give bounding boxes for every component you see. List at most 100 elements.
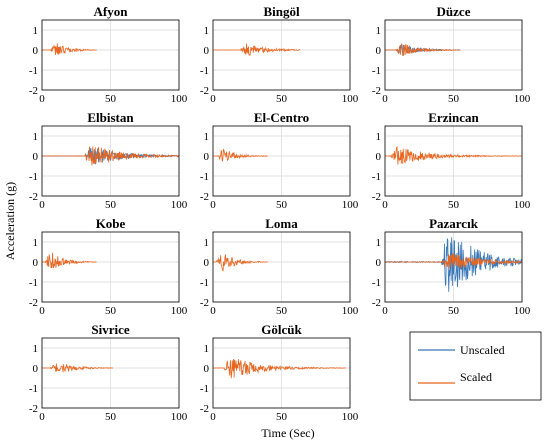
axes-frame (212, 125, 351, 197)
x-tick-label: 100 (171, 305, 188, 317)
series-scaled-line (213, 148, 268, 162)
legend-label-unscaled: Unscaled (460, 343, 505, 357)
y-tick-label: 1 (204, 25, 210, 37)
subplot-title: Sivrice (91, 322, 129, 337)
series-scaled-line (213, 254, 268, 272)
x-tick-label: 50 (276, 411, 288, 423)
y-tick-label: 0 (376, 257, 382, 269)
subplot: 0 50 100 -2 -1 0 1 Sivrice (29, 322, 188, 423)
y-tick-label: -1 (29, 277, 38, 289)
y-tick-label: -1 (372, 277, 381, 289)
y-tick-label: 1 (376, 25, 382, 37)
x-tick-label: 50 (276, 93, 288, 105)
series-scaled-line (385, 253, 522, 269)
y-tick-label: 0 (376, 151, 382, 163)
legend-box (409, 331, 542, 401)
axes-frame (212, 231, 351, 303)
y-tick-label: 0 (33, 151, 39, 163)
subplot-title: El-Centro (254, 110, 309, 125)
y-tick-label: 0 (33, 45, 39, 57)
y-tick-label: 0 (204, 151, 210, 163)
x-tick-label: 100 (342, 305, 359, 317)
x-tick-label: 0 (382, 305, 388, 317)
series-scaled-line (385, 145, 522, 165)
x-tick-label: 0 (210, 199, 216, 211)
x-tick-label: 0 (39, 93, 45, 105)
subplot: 0 50 100 -2 -1 0 1 Elbistan (29, 110, 188, 211)
subplot: 0 50 100 -2 -1 0 1 Pazarcık (372, 216, 531, 317)
x-tick-label: 100 (342, 93, 359, 105)
x-tick-label: 0 (210, 411, 216, 423)
y-tick-label: -1 (200, 65, 209, 77)
x-tick-label: 100 (514, 93, 531, 105)
y-tick-label: 0 (204, 363, 210, 375)
y-axis-label: Acceleration (g) (3, 182, 17, 260)
subplot-title: Bingöl (263, 4, 300, 19)
legend: Unscaled Scaled (409, 331, 542, 401)
y-tick-label: -2 (372, 297, 381, 309)
x-tick-label: 100 (171, 199, 188, 211)
legend-label-scaled: Scaled (460, 370, 492, 384)
y-tick-label: -1 (29, 65, 38, 77)
y-tick-label: 1 (33, 131, 39, 143)
x-tick-label: 0 (382, 93, 388, 105)
y-tick-label: 1 (204, 237, 210, 249)
x-tick-label: 100 (514, 305, 531, 317)
subplot: 0 50 100 -2 -1 0 1 Düzce (372, 4, 531, 105)
x-tick-label: 50 (105, 305, 117, 317)
y-tick-label: 1 (33, 25, 39, 37)
x-tick-label: 0 (39, 199, 45, 211)
y-tick-label: 1 (204, 131, 210, 143)
x-tick-label: 100 (342, 411, 359, 423)
subplot: 0 50 100 -2 -1 0 1 El-Centro (200, 110, 359, 211)
series-scaled-line (213, 43, 301, 57)
x-tick-label: 0 (39, 305, 45, 317)
axes-frame (41, 125, 180, 197)
x-tick-label: 50 (105, 411, 117, 423)
subplot-title: Erzincan (428, 110, 479, 125)
y-tick-label: -1 (29, 383, 38, 395)
y-tick-label: -1 (200, 171, 209, 183)
subplot-title: Kobe (96, 216, 126, 231)
subplot: 0 50 100 -2 -1 0 1 Loma (200, 216, 359, 317)
y-tick-label: -1 (372, 65, 381, 77)
axes-frame (384, 19, 523, 91)
x-tick-label: 50 (105, 199, 117, 211)
subplot: 0 50 100 -2 -1 0 1 Afyon (29, 4, 188, 105)
y-tick-label: 0 (204, 45, 210, 57)
series-scaled-line (385, 43, 461, 57)
subplot: 0 50 100 -2 -1 0 1 Gölcük (200, 322, 359, 423)
y-tick-label: 0 (33, 363, 39, 375)
y-tick-label: 1 (33, 237, 39, 249)
subplot: 0 50 100 -2 -1 0 1 Bingöl (200, 4, 359, 105)
subplot-title: Elbistan (87, 110, 134, 125)
y-tick-label: -1 (200, 277, 209, 289)
y-tick-label: -2 (29, 191, 38, 203)
y-tick-label: 0 (204, 257, 210, 269)
subplot-title: Gölcük (261, 322, 302, 337)
series-scaled-line (213, 358, 346, 379)
y-tick-label: -2 (29, 297, 38, 309)
x-tick-label: 50 (448, 199, 460, 211)
x-tick-label: 100 (514, 199, 531, 211)
subplot-title: Loma (265, 216, 298, 231)
series-scaled-line (42, 146, 179, 166)
x-tick-label: 50 (276, 305, 288, 317)
y-tick-label: -1 (29, 171, 38, 183)
y-tick-label: -2 (29, 85, 38, 97)
axes-frame (384, 125, 523, 197)
y-tick-label: -1 (200, 383, 209, 395)
x-tick-label: 100 (342, 199, 359, 211)
y-tick-label: -2 (200, 297, 209, 309)
axes-frame (41, 231, 180, 303)
subplot: 0 50 100 -2 -1 0 1 Erzincan (372, 110, 531, 211)
axes-frame (384, 231, 523, 303)
y-tick-label: 1 (204, 343, 210, 355)
y-tick-label: -2 (200, 403, 209, 415)
axes-frame (41, 337, 180, 409)
x-tick-label: 0 (210, 305, 216, 317)
y-tick-label: 0 (376, 45, 382, 57)
x-tick-label: 100 (171, 411, 188, 423)
series-scaled-line (42, 363, 114, 373)
